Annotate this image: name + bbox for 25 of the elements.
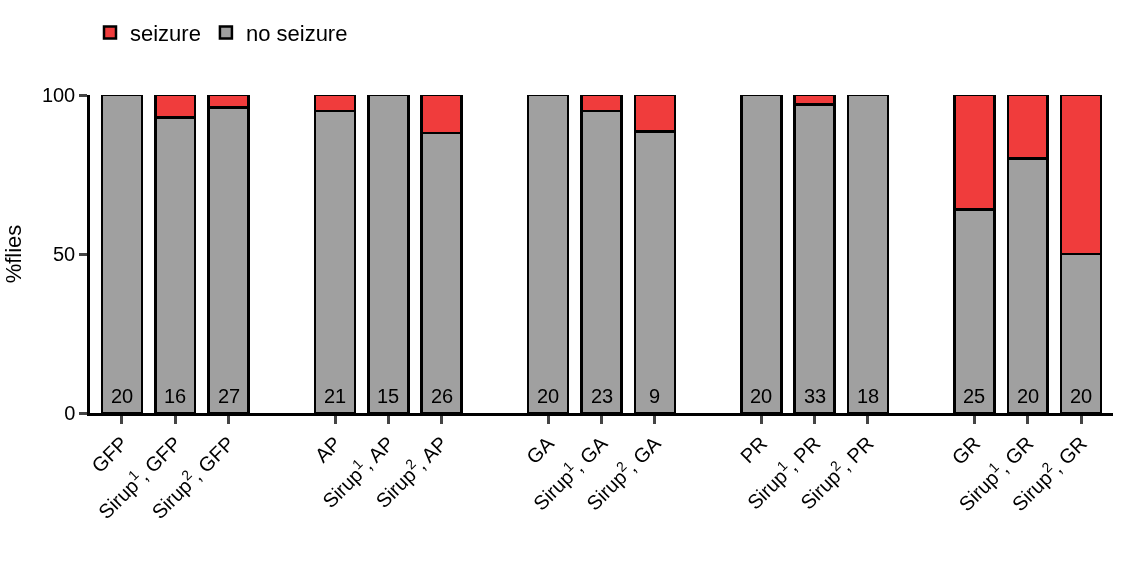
x-tick-label: AP bbox=[310, 432, 345, 467]
y-axis-title: %flies bbox=[0, 224, 26, 284]
legend-label: seizure bbox=[130, 21, 201, 47]
x-tick-label: GA bbox=[522, 431, 559, 469]
annotation: 33 bbox=[804, 385, 827, 407]
annotation: 25 bbox=[963, 385, 986, 407]
annotation: 16 bbox=[164, 385, 187, 407]
annotation: 21 bbox=[324, 385, 347, 407]
y-tick-label: 50 bbox=[53, 243, 76, 265]
x-tick-label: PR bbox=[736, 432, 772, 468]
y-tick-label: 0 bbox=[64, 402, 76, 424]
annotation: 20 bbox=[750, 385, 773, 407]
legend-label: no seizure bbox=[245, 21, 348, 47]
annotation: 18 bbox=[857, 385, 880, 407]
annotation: 20 bbox=[1017, 385, 1040, 407]
annotation: 20 bbox=[537, 385, 560, 407]
x-tick-label: GR bbox=[947, 432, 985, 469]
annotation: 23 bbox=[591, 385, 614, 407]
annotation: 15 bbox=[377, 385, 400, 407]
annotation: 20 bbox=[1070, 385, 1093, 407]
annotation: 9 bbox=[649, 385, 661, 407]
annotation: 27 bbox=[218, 385, 241, 407]
y-tick-label: 100 bbox=[41, 84, 76, 106]
annotation: 20 bbox=[111, 385, 134, 407]
annotation: 26 bbox=[431, 385, 454, 407]
